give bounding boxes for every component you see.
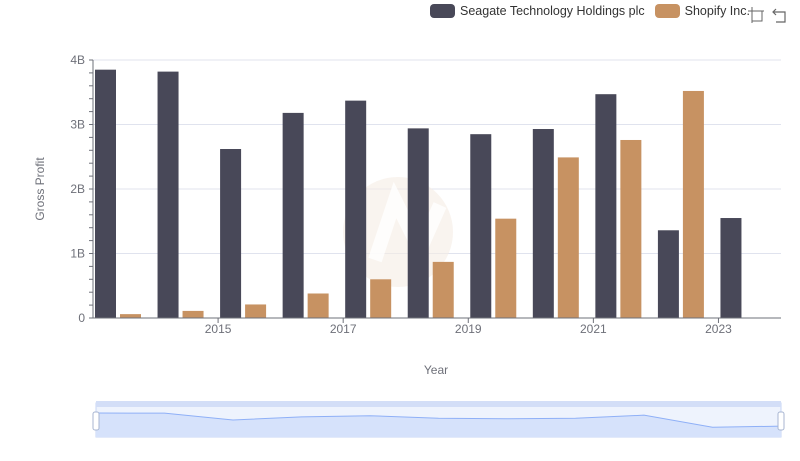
bar-seagate-2015 — [157, 71, 179, 318]
y-tick-label: 1B — [70, 247, 85, 261]
legend-item-seagate[interactable]: Seagate Technology Holdings plc — [430, 4, 645, 18]
bar-shopify-2018 — [370, 279, 392, 318]
axes: 0 1B 2B 3B 4B 2015 2017 2019 2021 2023 — [70, 53, 781, 336]
restore-icon[interactable] — [772, 7, 788, 23]
slider-top-bar — [96, 401, 781, 407]
x-tick-label: 2015 — [205, 322, 232, 336]
bar-shopify-2014 — [120, 314, 141, 318]
bar-seagate-2018 — [345, 100, 367, 318]
x-tick-label: 2017 — [330, 322, 357, 336]
slider-line — [95, 412, 782, 428]
slider-left-handle[interactable] — [92, 411, 100, 431]
bar-seagate-2019 — [407, 128, 429, 318]
y-tick-label: 0 — [78, 311, 85, 325]
slider-area — [96, 413, 781, 437]
data-zoom-slider[interactable] — [92, 401, 785, 438]
legend-swatch-shopify — [654, 4, 680, 18]
bar-shopify-2019 — [432, 261, 454, 318]
x-axis-label: Year — [424, 363, 448, 377]
bar-seagate-2021 — [532, 129, 554, 318]
bar-shopify-2016 — [245, 304, 267, 318]
y-tick-label: 2B — [70, 182, 85, 196]
bar-seagate-2022 — [595, 94, 617, 318]
legend-swatch-seagate — [430, 4, 455, 18]
x-tick-label: 2023 — [705, 322, 732, 336]
bar-seagate-2020 — [470, 134, 492, 318]
bar-shopify-2015 — [182, 310, 204, 318]
slider-right-handle[interactable] — [777, 411, 785, 431]
legend: Seagate Technology Holdings plc Shopify … — [430, 4, 760, 18]
bar-seagate-2014 — [95, 69, 116, 318]
y-tick-label: 4B — [70, 53, 85, 67]
legend-label-shopify: Shopify Inc. — [684, 4, 750, 18]
legend-label-seagate: Seagate Technology Holdings plc — [460, 4, 645, 18]
x-tick-label: 2021 — [580, 322, 607, 336]
bar-shopify-2023 — [682, 90, 704, 319]
bar-shopify-2021 — [557, 157, 579, 318]
x-tick-label: 2019 — [455, 322, 482, 336]
y-tick-label: 3B — [70, 118, 85, 132]
bar-shopify-2017 — [307, 293, 329, 318]
zoom-select-icon[interactable] — [748, 7, 764, 23]
y-axis-label: Gross Profit — [33, 157, 47, 221]
bar-shopify-2022 — [620, 139, 642, 318]
bar-seagate-2016 — [220, 149, 242, 318]
legend-item-shopify[interactable]: Shopify Inc. — [654, 4, 750, 18]
bar-seagate-2017 — [282, 112, 304, 318]
bar-seagate-2024 — [720, 218, 742, 318]
bar-seagate-2023 — [657, 230, 679, 318]
bar-shopify-2020 — [495, 218, 517, 318]
bars — [95, 69, 742, 319]
